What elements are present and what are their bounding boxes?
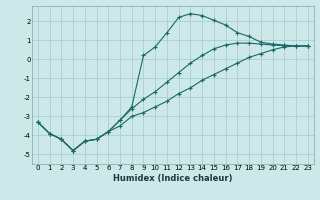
X-axis label: Humidex (Indice chaleur): Humidex (Indice chaleur) bbox=[113, 174, 233, 183]
